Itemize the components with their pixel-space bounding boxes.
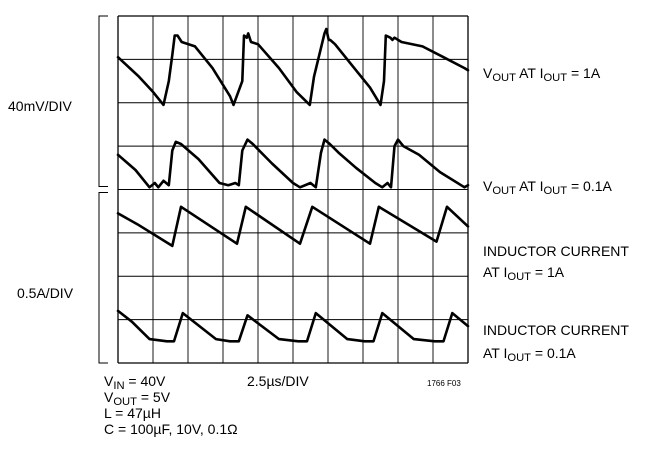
subscript: OUT [113, 396, 137, 408]
label-text: AT I [483, 345, 507, 361]
scope-grid [117, 15, 469, 364]
label-text: = 0.1A [531, 345, 576, 361]
label-vout-1a: VOUT AT IOUT = 1A [483, 65, 601, 84]
label-text: = 1A [567, 65, 601, 81]
trace-vout_1a [116, 27, 470, 107]
current-scale-label: 0.5A/DIV [17, 285, 74, 301]
figure-id: 1766 F03 [427, 379, 461, 388]
condition-line: C = 100µF, 10V, 0.1Ω [104, 421, 238, 437]
label-text: V [483, 178, 493, 194]
label-text: AT I [516, 65, 544, 81]
subscript: OUT [507, 271, 531, 283]
subscript: OUT [492, 72, 516, 84]
label-text: = 40V [125, 373, 167, 389]
trace-il_01a [116, 309, 470, 343]
voltage-bracket [98, 15, 108, 187]
label-il-1a-line1: INDUCTOR CURRENT [483, 243, 629, 259]
label-text: = 0.1A [567, 178, 612, 194]
label-text: C = 100µF, 10V, 0.1Ω [104, 421, 238, 437]
condition-line: VIN = 40V [104, 373, 166, 392]
subscript: OUT [543, 185, 567, 197]
subscript: OUT [492, 185, 516, 197]
label-text: AT I [483, 264, 507, 280]
condition-line: L = 47µH [104, 405, 161, 421]
waveform-traces [116, 27, 470, 343]
condition-line: VOUT = 5V [104, 389, 171, 408]
label-text: V [483, 65, 493, 81]
label-text: L = 47µH [104, 405, 161, 421]
subscript: IN [113, 380, 124, 392]
label-vout-01a: VOUT AT IOUT = 0.1A [483, 178, 613, 197]
label-text: AT I [516, 178, 544, 194]
label-il-01a-line2: AT IOUT = 0.1A [483, 345, 576, 364]
label-il-1a-line2: AT IOUT = 1A [483, 264, 565, 283]
voltage-scale-label: 40mV/DIV [8, 98, 72, 114]
current-bracket [98, 192, 108, 364]
trace-vout_01a [116, 138, 470, 189]
label-il-01a-line1: INDUCTOR CURRENT [483, 322, 629, 338]
time-scale-label: 2.5µs/DIV [247, 373, 309, 389]
trace-il_1a [116, 205, 470, 248]
label-text: V [104, 373, 114, 389]
label-text: = 5V [137, 389, 171, 405]
label-text: V [104, 389, 114, 405]
subscript: OUT [507, 352, 531, 364]
scale-brackets [98, 15, 108, 364]
subscript: OUT [543, 72, 567, 84]
label-text: = 1A [531, 264, 565, 280]
